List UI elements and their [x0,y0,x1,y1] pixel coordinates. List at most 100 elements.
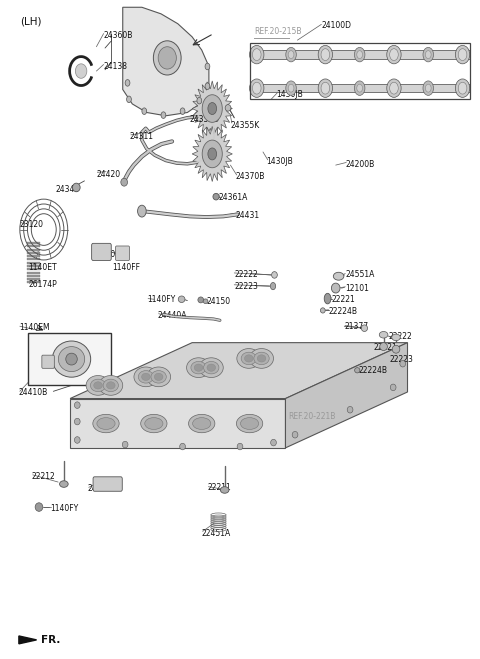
Bar [27,262,40,264]
Ellipse shape [423,47,433,62]
Ellipse shape [205,83,210,90]
Ellipse shape [180,108,185,115]
Bar [27,245,40,247]
Bar [27,242,40,244]
Bar [250,43,470,100]
Ellipse shape [318,79,333,98]
Ellipse shape [272,272,277,278]
Ellipse shape [202,140,222,168]
Ellipse shape [191,361,206,374]
Ellipse shape [208,148,216,160]
Ellipse shape [192,418,211,430]
Ellipse shape [354,47,365,62]
Text: 1140EM: 1140EM [19,323,49,332]
Text: 22221: 22221 [332,295,356,304]
Ellipse shape [93,415,119,433]
Bar [27,265,40,267]
Ellipse shape [286,47,296,62]
Text: (LH): (LH) [20,16,41,27]
Ellipse shape [66,353,77,365]
Ellipse shape [237,349,261,368]
Ellipse shape [198,297,204,303]
Text: FR.: FR. [41,635,61,645]
Bar [27,272,40,273]
Ellipse shape [158,47,176,69]
Text: 1140FY: 1140FY [50,504,78,513]
Bar [27,258,40,260]
Ellipse shape [225,105,231,111]
Ellipse shape [199,358,223,378]
Polygon shape [70,399,286,448]
Text: 24410B: 24410B [19,388,48,397]
Text: 12101: 12101 [345,283,369,293]
Bar [27,278,40,280]
Ellipse shape [121,178,128,186]
Text: 24200B: 24200B [345,160,374,169]
Ellipse shape [324,293,331,304]
Ellipse shape [354,81,365,96]
Ellipse shape [203,299,208,304]
Ellipse shape [142,108,147,115]
Ellipse shape [127,96,132,103]
Text: 22212: 22212 [32,472,56,480]
Text: 24560: 24560 [92,250,116,259]
Ellipse shape [390,384,396,391]
Text: 24355K: 24355K [230,121,260,130]
Ellipse shape [103,379,119,391]
Ellipse shape [107,382,115,389]
Ellipse shape [458,82,467,94]
Ellipse shape [240,418,259,430]
Bar [27,252,40,254]
Bar [27,255,40,257]
Bar [28,333,111,386]
Ellipse shape [125,80,130,86]
Ellipse shape [138,370,154,383]
Text: 22223: 22223 [389,355,413,364]
Ellipse shape [220,486,229,493]
Text: 22223: 22223 [234,281,258,291]
Ellipse shape [202,95,222,123]
Ellipse shape [180,444,185,450]
Ellipse shape [270,283,276,290]
Ellipse shape [194,364,203,371]
Ellipse shape [321,49,330,61]
Text: 26174P: 26174P [28,280,57,289]
Ellipse shape [425,51,431,59]
Ellipse shape [456,79,470,98]
Text: 24431: 24431 [235,211,259,219]
Ellipse shape [357,51,362,59]
Text: 22211: 22211 [207,484,231,492]
Polygon shape [250,50,470,59]
FancyBboxPatch shape [93,477,122,491]
Polygon shape [123,7,209,116]
Bar [27,248,40,250]
Ellipse shape [213,193,219,200]
Ellipse shape [387,45,401,64]
Ellipse shape [250,349,274,368]
Ellipse shape [244,355,253,362]
Ellipse shape [423,81,433,96]
Ellipse shape [361,325,368,331]
Text: 22451A: 22451A [202,529,231,538]
Ellipse shape [155,373,163,380]
Text: REF.20-215B: REF.20-215B [254,27,302,36]
Ellipse shape [207,364,216,371]
Ellipse shape [271,440,276,446]
Ellipse shape [208,103,216,115]
Ellipse shape [347,407,353,413]
Ellipse shape [318,45,333,64]
Ellipse shape [141,415,167,433]
Ellipse shape [288,51,294,59]
Ellipse shape [237,444,243,450]
Text: 24311: 24311 [130,132,154,141]
Ellipse shape [257,355,266,362]
Ellipse shape [425,84,431,92]
Ellipse shape [122,442,128,448]
Text: 22224B: 22224B [358,366,387,376]
Ellipse shape [142,373,150,380]
Ellipse shape [241,352,256,364]
Ellipse shape [286,81,296,96]
Ellipse shape [154,41,181,75]
Text: 22222: 22222 [234,270,258,279]
FancyBboxPatch shape [42,355,54,368]
